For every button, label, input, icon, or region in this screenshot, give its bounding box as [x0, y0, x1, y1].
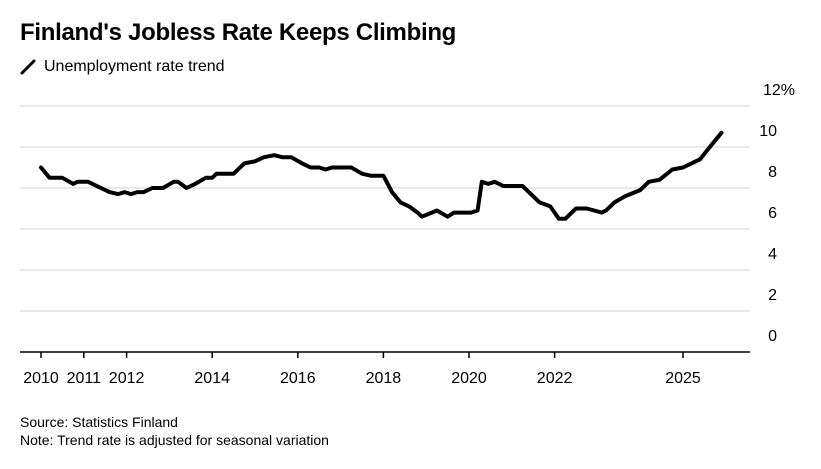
y-tick-label: 10 — [759, 123, 777, 140]
legend-label: Unemployment rate trend — [44, 58, 225, 75]
x-tick-label: 2020 — [451, 370, 487, 387]
x-tick-label: 2016 — [280, 370, 316, 387]
y-tick-label: 6 — [768, 205, 777, 222]
x-tick-label: 2022 — [537, 370, 573, 387]
x-tick-label: 2014 — [194, 370, 230, 387]
x-tick-label: 2011 — [67, 370, 102, 387]
x-tick-label: 2010 — [23, 370, 59, 387]
x-tick-label: 2012 — [109, 370, 145, 387]
y-tick-label: 2 — [768, 287, 777, 304]
source-note: Source: Statistics Finland — [20, 414, 178, 430]
y-tick-label: 4 — [768, 246, 777, 263]
chart-title: Finland's Jobless Rate Keeps Climbing — [20, 19, 457, 46]
y-tick-label: 8 — [768, 164, 777, 181]
unemployment-rate-line — [39, 130, 724, 221]
x-tick-label: 2018 — [366, 370, 402, 387]
line-legend-icon — [20, 59, 36, 75]
footnote: Note: Trend rate is adjusted for seasona… — [20, 432, 329, 448]
y-tick-label: 12% — [763, 82, 795, 99]
legend: Unemployment rate trend — [20, 58, 225, 76]
x-tick-label: 2025 — [665, 370, 701, 387]
y-tick-label: 0 — [768, 328, 777, 345]
